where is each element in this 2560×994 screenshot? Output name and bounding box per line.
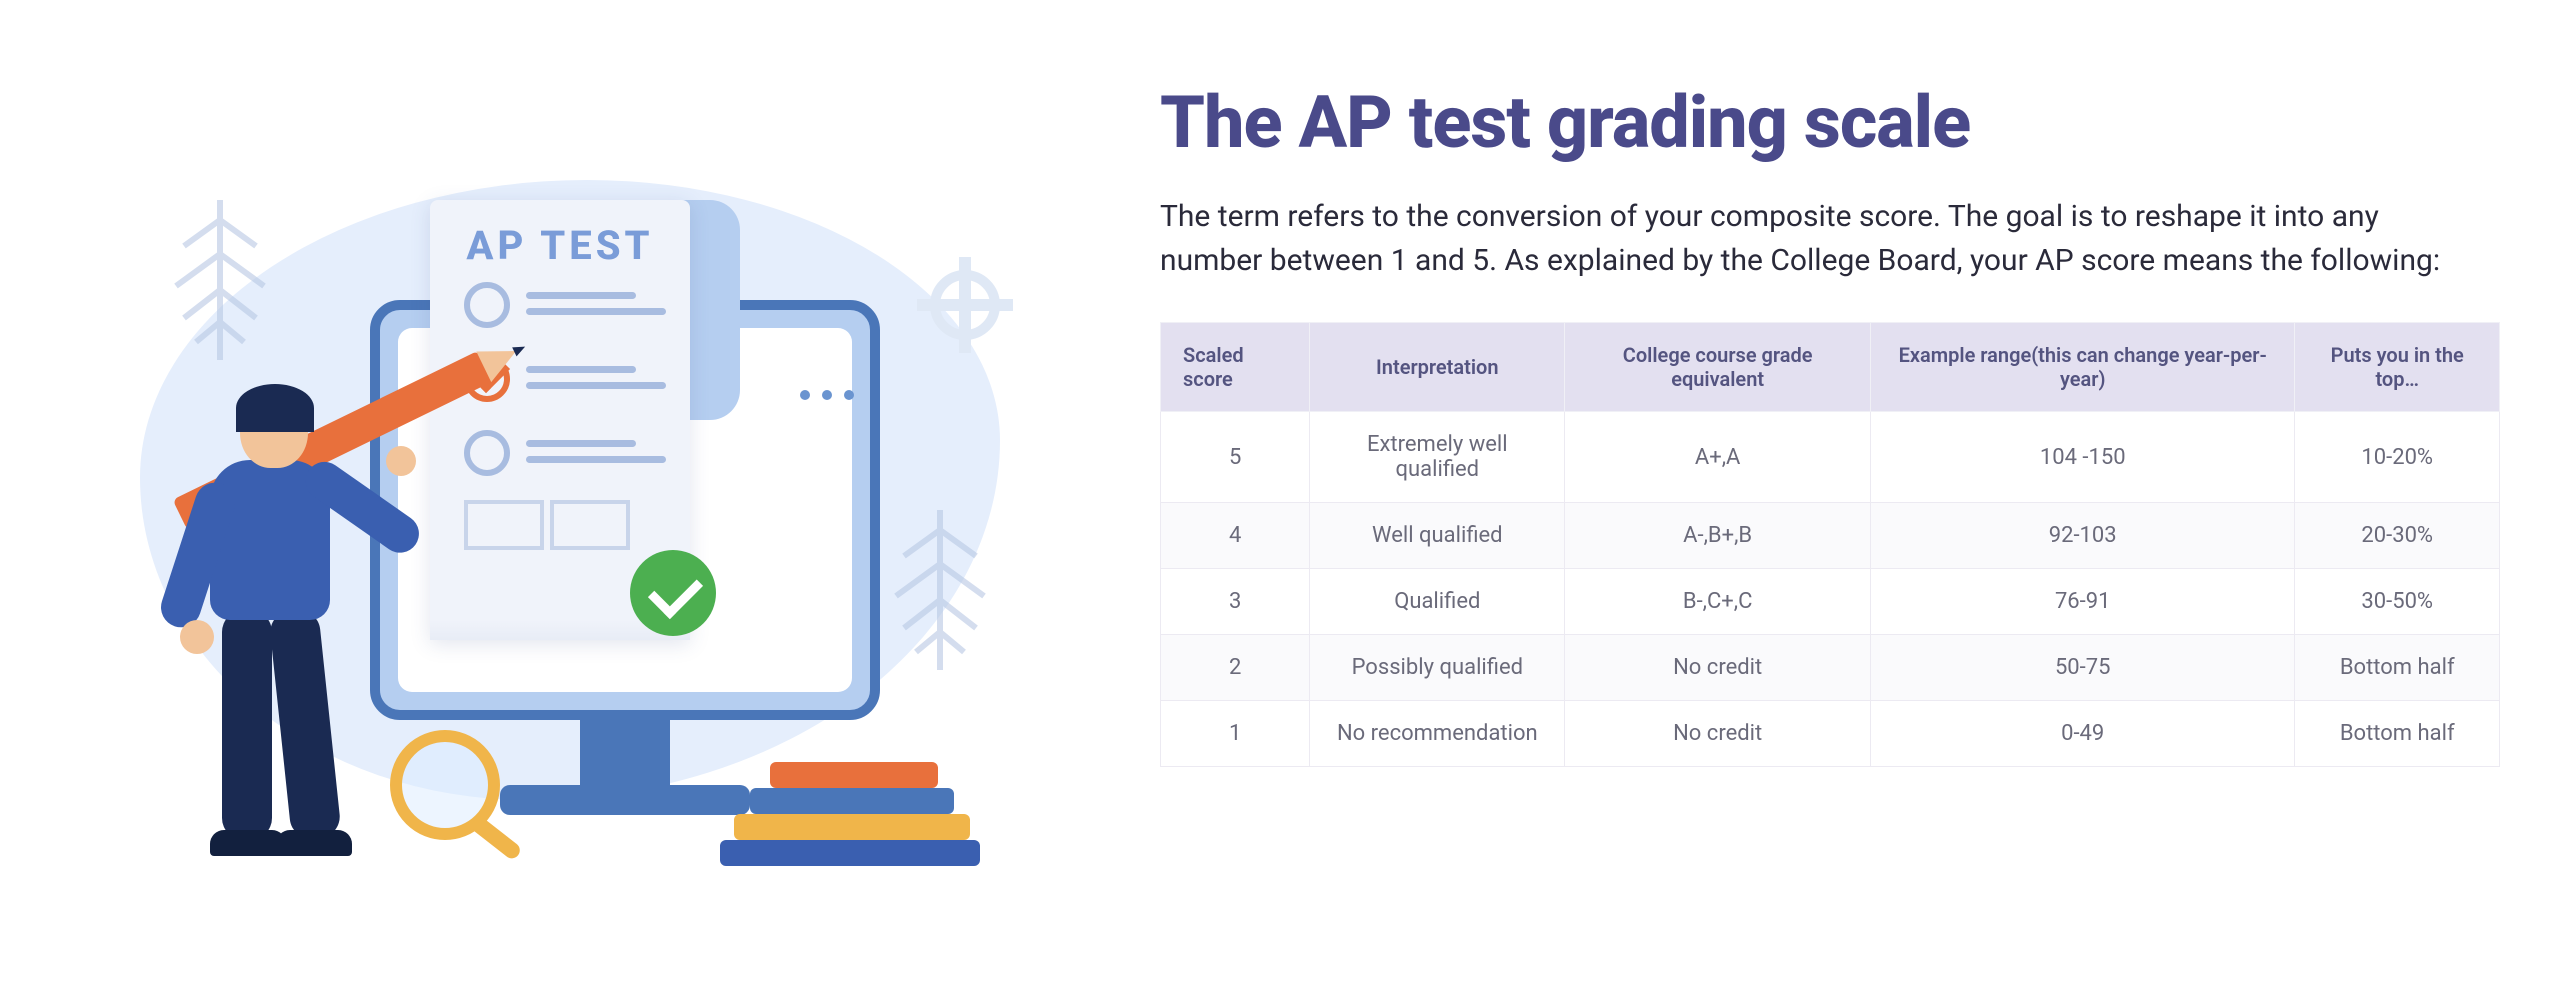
table-header: College course grade equivalent xyxy=(1565,323,1871,412)
table-cell: A-,B+,B xyxy=(1565,503,1871,569)
table-cell: No recommendation xyxy=(1310,701,1565,767)
answer-box xyxy=(550,500,630,550)
table-header: Example range(this can change year-per-y… xyxy=(1870,323,2294,412)
table-cell: 4 xyxy=(1161,503,1310,569)
answer-box xyxy=(464,500,544,550)
books-stack-icon xyxy=(720,760,1000,870)
option-circle-icon xyxy=(464,282,510,328)
table-cell: 5 xyxy=(1161,412,1310,503)
table-cell: 20-30% xyxy=(2295,503,2500,569)
table-cell: Qualified xyxy=(1310,569,1565,635)
gear-icon xyxy=(930,270,1000,340)
table-row: 3QualifiedB-,C+,C76-9130-50% xyxy=(1161,569,2500,635)
table-header: Scaled score xyxy=(1161,323,1310,412)
ap-test-illustration: AP TEST xyxy=(120,240,1020,940)
table-cell: 2 xyxy=(1161,635,1310,701)
table-cell: A+,A xyxy=(1565,412,1871,503)
table-cell: 50-75 xyxy=(1870,635,2294,701)
table-cell: No credit xyxy=(1565,635,1871,701)
leaf-icon xyxy=(880,500,1000,680)
table-cell: 0-49 xyxy=(1870,701,2294,767)
table-row: 4Well qualifiedA-,B+,B92-10320-30% xyxy=(1161,503,2500,569)
table-cell: Well qualified xyxy=(1310,503,1565,569)
monitor-base xyxy=(500,785,750,815)
content-panel: The AP test grading scale The term refer… xyxy=(1120,0,2560,994)
table-cell: B-,C+,C xyxy=(1565,569,1871,635)
grading-scale-table: Scaled scoreInterpretationCollege course… xyxy=(1160,322,2500,767)
table-cell: 10-20% xyxy=(2295,412,2500,503)
table-cell: Bottom half xyxy=(2295,701,2500,767)
table-cell: Possibly qualified xyxy=(1310,635,1565,701)
success-badge-icon xyxy=(630,550,716,636)
table-row: 5Extremely well qualifiedA+,A104 -15010-… xyxy=(1161,412,2500,503)
table-cell: 104 -150 xyxy=(1870,412,2294,503)
table-header: Puts you in the top… xyxy=(2295,323,2500,412)
person-icon xyxy=(150,390,380,870)
table-cell: No credit xyxy=(1565,701,1871,767)
leaf-icon xyxy=(160,190,280,370)
table-row: 2Possibly qualifiedNo credit50-75Bottom … xyxy=(1161,635,2500,701)
table-cell: 92-103 xyxy=(1870,503,2294,569)
option-circle-icon xyxy=(464,430,510,476)
table-header: Interpretation xyxy=(1310,323,1565,412)
illustration-panel: AP TEST xyxy=(0,0,1120,994)
page-description: The term refers to the conversion of you… xyxy=(1160,195,2480,282)
table-cell: Extremely well qualified xyxy=(1310,412,1565,503)
monitor-stand xyxy=(580,720,670,790)
table-cell: Bottom half xyxy=(2295,635,2500,701)
page-title: The AP test grading scale xyxy=(1160,80,2500,165)
table-cell: 30-50% xyxy=(2295,569,2500,635)
table-cell: 1 xyxy=(1161,701,1310,767)
monitor-dots xyxy=(800,390,854,400)
magnifier-icon xyxy=(390,730,500,840)
table-cell: 76-91 xyxy=(1870,569,2294,635)
table-row: 1No recommendationNo credit0-49Bottom ha… xyxy=(1161,701,2500,767)
paper-title: AP TEST xyxy=(430,222,690,269)
table-cell: 3 xyxy=(1161,569,1310,635)
